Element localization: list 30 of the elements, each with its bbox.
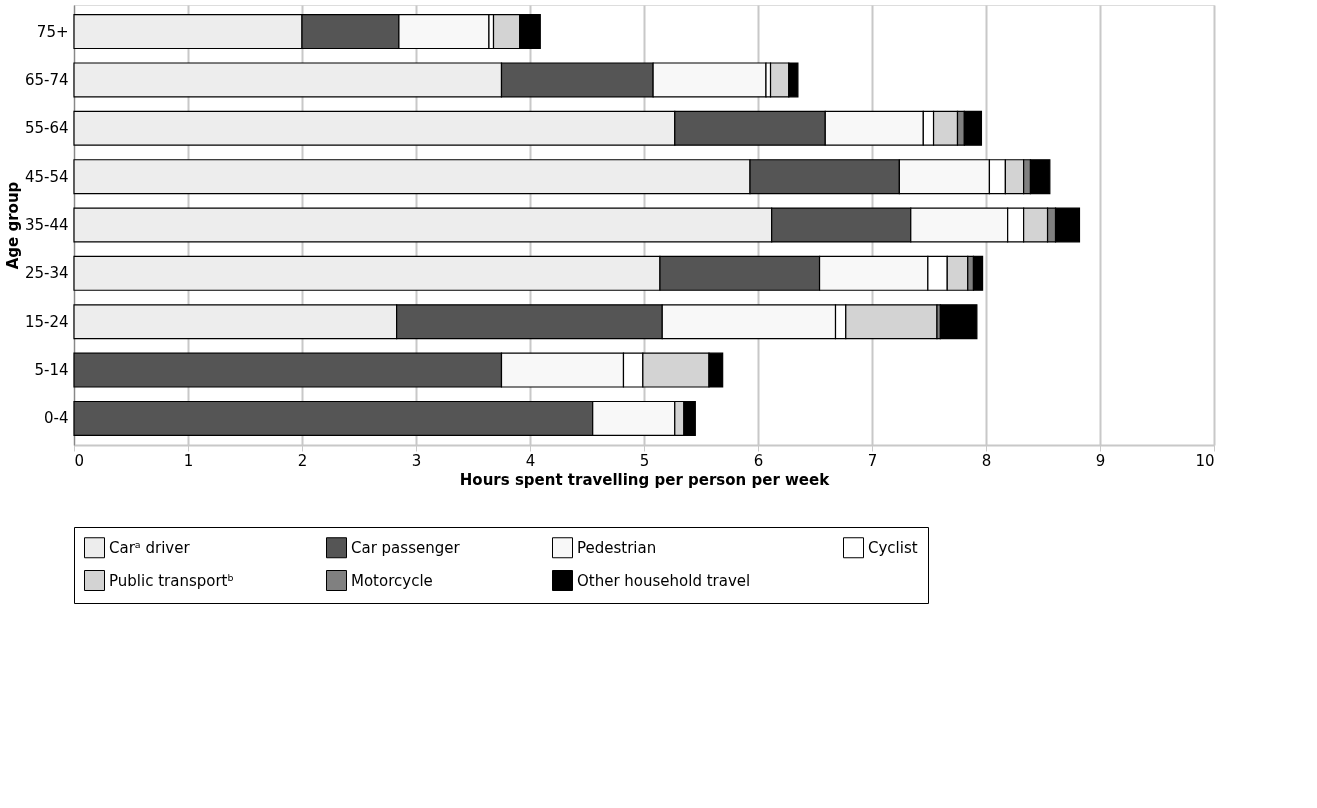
- x-tick-label: 4: [525, 451, 536, 470]
- legend-label: Public transportᵇ: [109, 571, 234, 590]
- y-tick-label: 45-54: [24, 167, 69, 186]
- x-tick-label: 8: [981, 451, 992, 470]
- x-tick-label: 9: [1095, 451, 1106, 470]
- bar: [939, 304, 978, 340]
- x-tick-label: 2: [297, 451, 308, 470]
- y-tick-label: 5-14: [34, 361, 69, 380]
- x-tick-label: 5: [639, 451, 650, 470]
- legend-label: Cyclist: [868, 538, 918, 557]
- legend-label: Carᵃ driver: [109, 538, 191, 557]
- x-tick-label: 3: [411, 451, 422, 470]
- y-tick-label: 65-74: [24, 70, 69, 89]
- x-tick-label: 1: [183, 451, 194, 470]
- y-tick-label: 25-34: [24, 264, 69, 283]
- x-tick-label: 0: [74, 451, 85, 470]
- y-tick-label: 35-44: [24, 216, 69, 234]
- y-tick-label: 15-24: [24, 312, 69, 331]
- x-tick-label: 7: [867, 451, 878, 470]
- legend-label: Other household travel: [577, 571, 751, 590]
- legend-label: Car passenger: [351, 538, 461, 557]
- y-axis-title: Age group: [3, 181, 22, 270]
- x-tick-label: 10: [1195, 451, 1215, 470]
- legend-label: Motorcycle: [351, 571, 433, 590]
- y-tick-label: 55-64: [24, 119, 69, 138]
- legend-label: Pedestrian: [577, 538, 657, 557]
- y-tick-label: 75+: [36, 22, 69, 41]
- x-axis-title: Hours spent travelling per person per week: [459, 470, 831, 489]
- y-tick-label: 0-4: [44, 409, 69, 428]
- x-tick-label: 6: [753, 451, 764, 470]
